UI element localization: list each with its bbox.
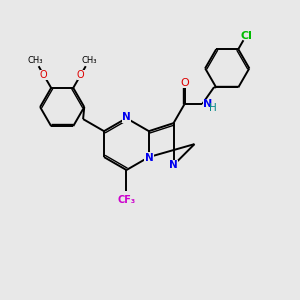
Text: N: N [145, 153, 153, 163]
Text: O: O [40, 70, 48, 80]
Text: N: N [122, 112, 131, 122]
Text: N: N [203, 99, 212, 109]
Text: CH₃: CH₃ [28, 56, 43, 65]
Text: N: N [169, 160, 177, 170]
Text: CF₃: CF₃ [117, 195, 136, 205]
Text: H: H [209, 103, 216, 112]
Text: O: O [77, 70, 84, 80]
Text: Cl: Cl [240, 31, 252, 41]
Text: CH₃: CH₃ [81, 56, 97, 65]
Text: O: O [180, 78, 189, 88]
